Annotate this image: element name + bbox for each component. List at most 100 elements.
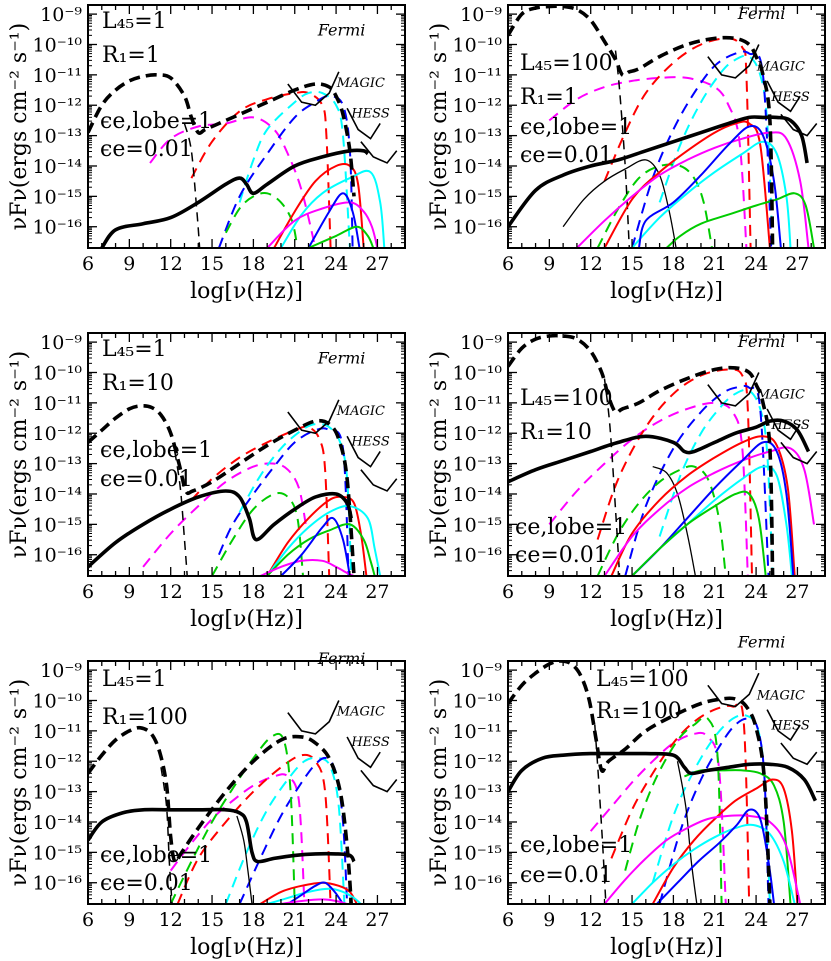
- epsilon-label: ϵe=0.01: [520, 863, 613, 888]
- y-tick-label: 10⁻¹⁰: [453, 690, 503, 712]
- y-tick-label: 10⁻¹³: [33, 782, 82, 804]
- instrument-label-hess: HESS: [770, 719, 810, 734]
- hess-curve: [780, 441, 818, 465]
- series-magenta: [259, 559, 355, 576]
- x-tick-label: 12: [579, 909, 603, 931]
- series-magenta-dash: [142, 462, 307, 568]
- series-total: [88, 403, 356, 576]
- series-green: [665, 192, 815, 248]
- x-tick-label: 21: [703, 909, 727, 931]
- fermi-curve: [287, 399, 340, 435]
- y-tick-label: 10⁻¹²: [33, 95, 82, 117]
- param-label: L₄₅=1: [102, 9, 167, 34]
- magic-curve: [346, 736, 381, 769]
- x-tick-label: 9: [123, 581, 135, 603]
- epsilon-label: ϵe=0.01: [100, 871, 193, 896]
- epsilon-label: ϵe,lobe=1: [520, 115, 632, 140]
- series-blue: [280, 516, 351, 576]
- x-tick-label: 24: [744, 253, 768, 275]
- x-tick-label: 15: [200, 581, 224, 603]
- y-tick-label: 10⁻¹⁶: [33, 873, 83, 895]
- y-tick-label: 10⁻¹⁰: [453, 362, 503, 384]
- x-tick-label: 21: [283, 581, 307, 603]
- x-tick-label: 15: [620, 581, 644, 603]
- param-label: L₄₅=100: [520, 51, 613, 76]
- series-green-dash: [169, 732, 296, 904]
- param-label: L₄₅=1: [102, 667, 167, 692]
- y-axis: 10⁻⁹ 10⁻¹⁰ 10⁻¹¹ 10⁻¹² 10⁻¹³ 10⁻¹⁴ 10⁻¹⁵ 10⁻¹⁶: [453, 332, 825, 577]
- magic-curve: [346, 107, 381, 140]
- y-tick-label: 10⁻¹⁰: [33, 690, 83, 712]
- series-nonthermal: [508, 751, 818, 802]
- hess-curve: [360, 469, 398, 492]
- epsilon-label: ϵe=0.01: [520, 143, 613, 168]
- series-total: [88, 73, 356, 197]
- series-total: [508, 5, 775, 248]
- series-cyan-dash: [224, 756, 346, 904]
- hess-curve: [780, 113, 818, 137]
- series-group: [508, 333, 815, 576]
- x-tick-label: 24: [324, 581, 348, 603]
- x-tick-label: 27: [365, 909, 389, 931]
- series-nonthermal: [88, 807, 356, 864]
- y-tick-label: 10⁻¹⁶: [33, 217, 83, 239]
- series-magenta: [603, 446, 815, 576]
- series-cyan: [280, 169, 386, 248]
- x-tick-label: 6: [502, 253, 514, 275]
- series-green-dash: [624, 716, 723, 904]
- y-tick-label: 10⁻⁹: [460, 332, 502, 354]
- x-tick-label: 21: [283, 909, 307, 931]
- series-magenta-dash: [169, 773, 306, 904]
- x-axis: 6 9 12 15 18 21 24 27: [82, 5, 406, 275]
- series-magenta: [603, 814, 802, 904]
- hess-curve: [780, 742, 818, 766]
- y-tick-label: 10⁻⁹: [460, 660, 502, 682]
- x-tick-label: 24: [324, 909, 348, 931]
- param-label: R₁=100: [102, 705, 188, 730]
- y-tick-label: 10⁻⁹: [40, 4, 82, 26]
- x-tick-label: 15: [620, 253, 644, 275]
- series-total: [88, 725, 353, 904]
- epsilon-label: ϵe,lobe=1: [520, 833, 632, 858]
- param-label: R₁=100: [596, 699, 682, 724]
- x-tick-label: 27: [365, 253, 389, 275]
- series-group: [88, 725, 362, 904]
- instrument-label-hess: HESS: [350, 106, 390, 121]
- instrument-label-magic: MAGIC: [336, 76, 385, 91]
- instrument-curves: Fermi MAGIC HESS: [287, 649, 398, 793]
- y-tick-label: 10⁻¹⁵: [33, 186, 82, 208]
- x-tick-label: 12: [579, 253, 603, 275]
- series-cyan-dash: [238, 422, 353, 576]
- instrument-label-hess: HESS: [350, 735, 390, 750]
- x-tick-label: 24: [744, 581, 768, 603]
- series-cyan: [266, 887, 362, 904]
- y-axis: 10⁻⁹ 10⁻¹⁰ 10⁻¹¹ 10⁻¹² 10⁻¹³ 10⁻¹⁴ 10⁻¹⁵ 10⁻¹⁶: [453, 660, 825, 905]
- series-green: [308, 225, 375, 248]
- param-label: L₄₅=100: [596, 667, 689, 692]
- instrument-label-magic: MAGIC: [756, 688, 805, 703]
- y-tick-label: 10⁻¹¹: [33, 65, 82, 87]
- x-tick-label: 15: [620, 909, 644, 931]
- series-green-dash: [211, 492, 304, 576]
- y-tick-label: 10⁻¹⁶: [453, 217, 503, 239]
- epsilon-label: ϵe=0.01: [515, 543, 608, 568]
- x-axis: 6 9 12 15 18 21 24 27: [502, 333, 826, 603]
- instrument-curves: Fermi MAGIC HESS: [287, 348, 398, 492]
- y-tick-label: 10⁻¹¹: [33, 721, 82, 743]
- y-tick-label: 10⁻¹¹: [453, 393, 502, 415]
- y-tick-label: 10⁻¹⁶: [453, 873, 503, 895]
- y-tick-label: 10⁻¹²: [33, 423, 82, 445]
- x-tick-label: 18: [661, 581, 685, 603]
- series-black-dash: [594, 724, 607, 904]
- instrument-label-fermi: Fermi: [737, 4, 786, 23]
- y-axis-title: νFν(ergs cm⁻² s⁻¹): [427, 679, 452, 886]
- series-black-thin: [236, 815, 253, 904]
- x-tick-label: 12: [159, 909, 183, 931]
- x-axis-title: log[ν(Hz)]: [610, 279, 723, 304]
- series-cyan-dash: [658, 54, 774, 248]
- series-group: [508, 5, 815, 248]
- series-green: [684, 768, 792, 904]
